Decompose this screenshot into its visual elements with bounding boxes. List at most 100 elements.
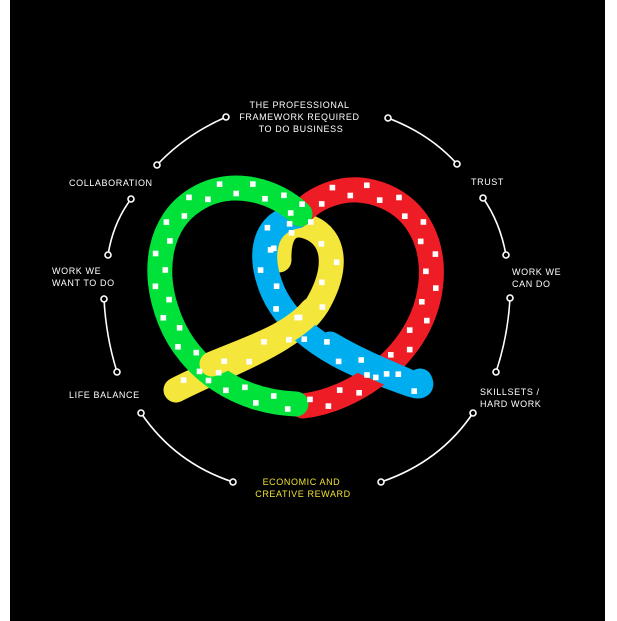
pretzel-dot <box>186 194 192 201</box>
ring-dot <box>506 294 514 302</box>
pretzel-dot <box>433 285 439 291</box>
pretzel-dot <box>411 388 417 394</box>
pretzel-dot <box>307 396 313 403</box>
pretzel-dot <box>286 221 293 227</box>
pretzel-dot <box>267 247 274 253</box>
pretzel-dot <box>152 283 159 290</box>
pretzel-dot <box>152 250 159 257</box>
ring-dots <box>100 113 514 486</box>
ring-arc-lower-right <box>495 297 511 373</box>
pretzel-dot <box>221 358 227 364</box>
ring-dot <box>502 251 510 259</box>
pretzel-dot <box>318 201 325 207</box>
ring-arc-top-right <box>387 117 458 165</box>
pretzel-dot <box>376 197 383 203</box>
pretzel-dot <box>193 349 200 356</box>
ring-arc-bottom-right <box>380 412 474 483</box>
pretzel-dot <box>257 267 264 273</box>
pretzel-dot <box>162 267 169 273</box>
pretzel-dot <box>180 377 187 383</box>
pretzel-dot <box>319 279 325 286</box>
ring-arcs <box>103 116 511 483</box>
pretzel-dot <box>253 400 259 406</box>
pretzel-dot <box>205 377 212 384</box>
pretzel-dot <box>402 213 408 219</box>
pretzel-dot <box>160 315 167 321</box>
ring-dot <box>229 478 237 486</box>
pretzel-dot <box>242 384 248 391</box>
pretzel-dot <box>176 325 183 331</box>
ring-arc-top-left <box>156 116 227 166</box>
ring-dot <box>100 295 108 303</box>
pretzel-dot <box>163 219 170 225</box>
pretzel-dot <box>270 393 277 399</box>
pretzel-dot <box>246 358 252 365</box>
pretzel-dot <box>356 390 362 396</box>
pretzel-dot <box>271 245 277 252</box>
pretzel-dot <box>273 283 280 289</box>
pretzel-dot <box>181 213 188 219</box>
pretzel-dot <box>373 374 379 381</box>
pretzel-dot <box>329 184 336 191</box>
ring-dot <box>113 368 121 376</box>
ring-arc-bottom-left <box>140 412 234 483</box>
pretzel-dot <box>364 182 370 189</box>
pretzel-dot <box>417 238 424 245</box>
pretzel-dot <box>388 352 394 358</box>
ring-dot <box>104 251 112 259</box>
pretzel-dot <box>233 190 239 197</box>
ring-dot <box>127 195 135 203</box>
pretzel-dot <box>281 192 287 199</box>
pretzel-dot <box>299 201 305 207</box>
pretzel-dot <box>288 230 295 236</box>
pretzel-dot <box>166 296 172 303</box>
pretzel-dot <box>419 299 425 305</box>
ring-arc-upper-left <box>107 198 132 256</box>
pretzel-dot <box>284 406 291 412</box>
pretzel-dot <box>273 306 279 312</box>
pretzel-dot <box>286 336 292 343</box>
ring-dot <box>453 160 461 168</box>
pretzel-dot <box>396 194 402 201</box>
pretzel-dot <box>395 371 402 377</box>
pretzel-dot <box>301 336 308 342</box>
pretzel-dot <box>324 339 330 345</box>
ring-dot <box>137 409 145 417</box>
pretzel-band-blue-front <box>317 331 427 397</box>
pretzel-dots <box>152 181 439 412</box>
pretzel-dot <box>358 357 364 363</box>
label-professional-framework: THE PROFESSIONAL FRAMEWORK REQUIRED TO D… <box>239 100 362 134</box>
pretzel-dot <box>318 241 325 247</box>
pretzel-dot <box>364 372 370 378</box>
pretzel-dot <box>215 369 222 376</box>
ring-dot <box>479 194 487 202</box>
pretzel-dot <box>175 344 181 350</box>
pretzel <box>147 175 444 419</box>
label-trust: TRUST <box>471 177 504 187</box>
pretzel-dot <box>250 181 256 187</box>
ring-dot <box>222 113 230 121</box>
pretzel-dot <box>319 304 326 310</box>
pretzel-dot <box>406 346 413 353</box>
pretzel-dot <box>216 181 223 187</box>
pretzel-dot <box>196 368 203 375</box>
pretzel-dot <box>261 339 267 345</box>
pretzel-dot <box>432 251 439 257</box>
label-work-we-can-do: WORK WE CAN DO <box>512 267 564 289</box>
pretzel-dot <box>205 196 211 203</box>
ring-dot <box>384 114 392 122</box>
ring-dot <box>469 409 477 417</box>
pretzel-dot <box>420 219 427 225</box>
pretzel-dot <box>325 403 332 409</box>
pretzel-dot <box>296 314 303 321</box>
pretzel-dot <box>308 219 314 225</box>
pretzel-dot <box>223 387 229 394</box>
label-life-balance: LIFE BALANCE <box>69 390 140 400</box>
pretzel-dot <box>333 259 340 266</box>
pretzel-dot <box>347 192 354 199</box>
label-economic-reward: ECONOMIC AND CREATIVE REWARD <box>255 477 351 499</box>
pretzel-dot <box>264 224 271 231</box>
ring-dot <box>377 478 385 486</box>
pretzel-dot <box>423 268 429 275</box>
